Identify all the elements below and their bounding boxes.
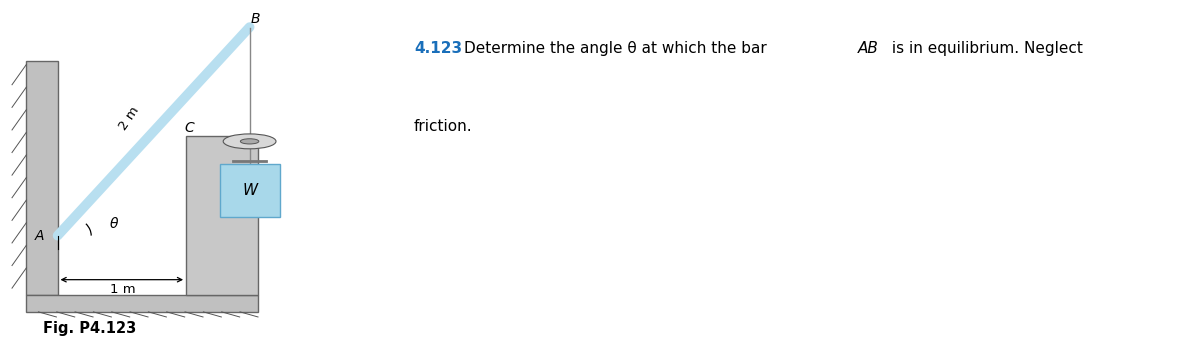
Polygon shape <box>26 295 258 312</box>
Text: Fig. P4.123: Fig. P4.123 <box>43 321 137 336</box>
Text: Determine the angle θ at which the bar: Determine the angle θ at which the bar <box>464 41 772 56</box>
Circle shape <box>240 139 259 144</box>
Text: $\theta$: $\theta$ <box>109 216 119 231</box>
Text: 1 m: 1 m <box>109 283 136 296</box>
Circle shape <box>223 134 276 149</box>
Text: A: A <box>35 228 44 243</box>
Text: 4.123: 4.123 <box>414 41 462 56</box>
Polygon shape <box>186 136 258 295</box>
Text: B: B <box>251 12 260 26</box>
Text: W: W <box>242 183 257 198</box>
Bar <box>220 164 280 217</box>
Text: is in equilibrium. Neglect: is in equilibrium. Neglect <box>887 41 1082 56</box>
Text: friction.: friction. <box>414 119 473 134</box>
Text: 2 m: 2 m <box>118 104 142 133</box>
Text: C: C <box>185 121 194 135</box>
Text: AB: AB <box>858 41 878 56</box>
Polygon shape <box>26 61 58 295</box>
